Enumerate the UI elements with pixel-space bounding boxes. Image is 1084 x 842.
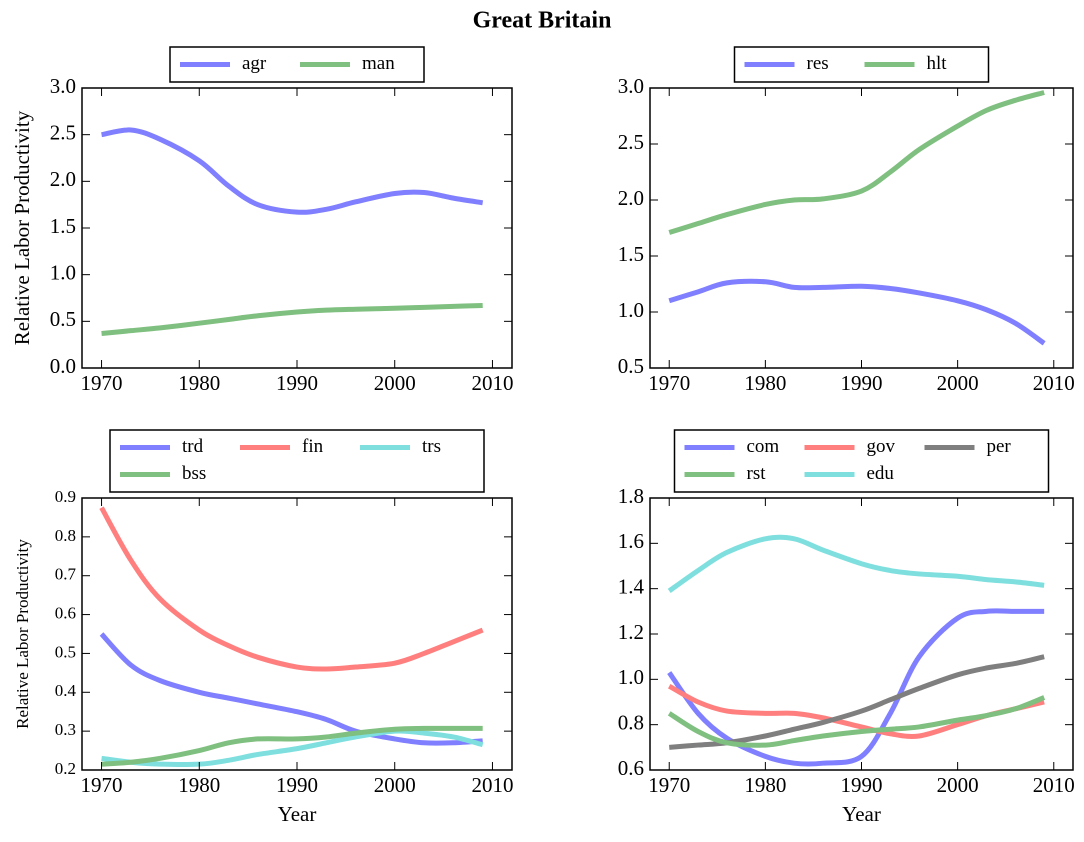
x-tick-label: 1980 <box>178 773 220 797</box>
x-axis-label: Year <box>842 802 881 826</box>
legend-box <box>109 429 485 493</box>
series-line <box>668 90 1045 235</box>
x-tick-label: 1970 <box>648 773 690 797</box>
x-axis-label: Year <box>278 802 317 826</box>
y-tick-label: 0.8 <box>618 710 644 734</box>
x-tick-label: 1980 <box>744 773 786 797</box>
y-tick-label: 2.0 <box>618 186 644 210</box>
y-tick-label: 1.6 <box>618 529 644 553</box>
y-tick-label: 0.5 <box>50 307 76 331</box>
y-tick-label: 0.6 <box>55 603 76 622</box>
legend-label: trd <box>182 436 204 457</box>
legend-label: hlt <box>927 53 948 74</box>
y-tick-label: 0.5 <box>55 642 76 661</box>
series-line <box>99 506 484 672</box>
series-line <box>101 127 484 215</box>
y-tick-label: 1.5 <box>618 242 644 266</box>
x-tick-label: 1990 <box>841 773 883 797</box>
x-tick-label: 2000 <box>374 371 416 395</box>
y-tick-label: 2.0 <box>50 167 76 191</box>
legend-label: fin <box>302 436 324 457</box>
x-tick-label: 2000 <box>937 773 979 797</box>
y-tick-label: 1.0 <box>50 260 76 284</box>
y-tick-label: 3.0 <box>50 74 76 98</box>
plot-frame <box>81 87 513 369</box>
x-tick-label: 1970 <box>81 773 123 797</box>
y-tick-label: 0.3 <box>55 720 76 739</box>
series-line <box>667 695 1046 748</box>
y-tick-label: 0.4 <box>55 681 77 700</box>
y-tick-label: 0.7 <box>55 565 77 584</box>
x-tick-label: 1970 <box>648 371 690 395</box>
y-tick-label: 2.5 <box>618 130 644 154</box>
x-tick-label: 2000 <box>937 371 979 395</box>
y-tick-label: 1.8 <box>618 484 644 508</box>
x-tick-label: 1980 <box>744 371 786 395</box>
series-line <box>99 632 483 746</box>
x-tick-label: 1990 <box>276 371 318 395</box>
y-axis-label: Relative Labor Productivity <box>10 110 34 345</box>
legend-label: trs <box>422 436 441 457</box>
legend-label: agr <box>242 53 267 74</box>
x-tick-label: 2010 <box>1033 773 1075 797</box>
x-tick-label: 1990 <box>276 773 318 797</box>
y-tick-label: 1.0 <box>618 298 644 322</box>
x-tick-label: 2010 <box>471 773 513 797</box>
x-tick-label: 2010 <box>1033 371 1075 395</box>
y-tick-label: 1.5 <box>50 214 76 238</box>
y-tick-label: 0.0 <box>50 354 76 378</box>
legend-label: gov <box>867 436 896 457</box>
y-tick-label: 0.6 <box>618 756 644 780</box>
x-tick-label: 1980 <box>178 371 220 395</box>
y-tick-label: 0.9 <box>55 487 76 506</box>
plot-frame <box>649 87 1074 369</box>
legend-label: man <box>362 53 395 74</box>
series-line <box>101 725 483 767</box>
series-line <box>101 728 484 768</box>
legend-label: com <box>747 436 780 457</box>
legend-label: edu <box>867 463 895 484</box>
series-line <box>667 534 1045 593</box>
x-tick-label: 1970 <box>81 371 123 395</box>
y-axis-label: Relative Labor Productivity <box>13 539 32 729</box>
y-tick-label: 0.2 <box>55 759 76 778</box>
y-tick-label: 0.5 <box>618 354 644 378</box>
x-tick-label: 2010 <box>471 371 513 395</box>
y-tick-label: 0.8 <box>55 526 76 545</box>
y-tick-label: 2.5 <box>50 120 76 144</box>
figure-title: Great Britain <box>473 8 612 34</box>
legend-label: bss <box>182 463 206 484</box>
legend-label: rst <box>747 463 767 484</box>
y-tick-label: 1.2 <box>618 620 644 644</box>
x-tick-label: 1990 <box>841 371 883 395</box>
legend-label: per <box>987 436 1012 457</box>
series-line <box>668 278 1046 346</box>
y-tick-label: 1.4 <box>618 574 645 598</box>
series-line <box>101 302 483 336</box>
y-tick-label: 1.0 <box>618 665 644 689</box>
series-line <box>667 608 1045 767</box>
x-tick-label: 2000 <box>374 773 416 797</box>
y-tick-label: 3.0 <box>618 74 644 98</box>
legend-box <box>673 429 1050 493</box>
legend-label: res <box>807 53 829 74</box>
